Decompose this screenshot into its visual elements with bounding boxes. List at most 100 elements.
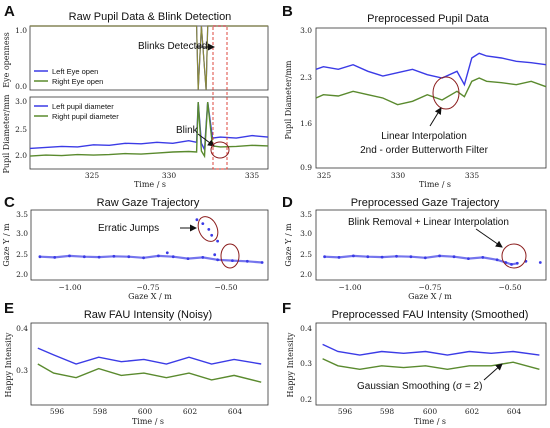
legend-left-pupil-diameter: Left pupil diameter [52,102,114,111]
panel-e-ylabel: Happy Intensity [4,332,13,397]
panel-f-xtick: 596 [338,407,353,416]
panel-a-lower-plot [29,102,269,159]
panel-letter-c: C [4,194,15,211]
blink-jumps-circle [220,243,240,269]
panel-e-xtick: 598 [93,407,108,416]
panel-c-xtick: −0.50 [215,283,238,292]
data-point [165,251,169,255]
panel-c-xtick: −1.00 [59,283,82,292]
panel-b-ytick: 0.9 [300,163,312,172]
series-line-2 [315,77,547,106]
panel-b-xtick: 325 [317,171,332,180]
series-line-2 [37,363,262,383]
panel-b: B Preprocessed Pupil Data 3.0 2.3 1.6 0.… [282,3,547,189]
arrow-blink [197,133,215,147]
panel-c-ytick: 3.5 [16,210,28,219]
panel-a-xtick: 325 [85,171,100,180]
panel-a-title: Raw Pupil Data & Blink Detection [69,11,232,23]
annotation-linear-interpolation: Linear Interpolation [381,131,467,142]
panel-f-ytick: 0.4 [300,324,312,333]
panel-e-xtick: 604 [228,407,243,416]
panel-d-ylabel: Gaze Y / m [284,223,293,267]
panel-e-xtick: 602 [183,407,198,416]
panel-c-ylabel: Gaze Y / m [2,223,11,267]
legend-left-eye-open: Left Eye open [52,67,98,76]
panel-e-xtick: 600 [138,407,153,416]
series-line-2 [322,358,540,371]
panel-a-upper-ytick: 1.0 [15,26,27,35]
panel-c-xlabel: Gaze X / m [128,292,172,301]
blink-removal-circle [501,243,527,269]
annotation-erratic-jumps: Erratic Jumps [98,223,159,234]
data-point [207,228,211,231]
panel-c: C Raw Gaze Trajectory 3.5 3.0 2.5 2.0 Ga… [2,194,269,301]
panel-a-upper-plot [30,25,268,91]
panel-c-plot [38,218,264,264]
panel-d-title: Preprocessed Gaze Trajectory [351,197,500,209]
panel-f-plot [322,343,540,371]
erratic-jumps-circle [197,216,219,242]
panel-letter-d: D [282,194,293,211]
trajectory-line [39,254,263,264]
panel-e-xtick: 596 [50,407,65,416]
annotation-butterworth-filter: 2nd - order Butterworth Filter [360,145,488,156]
panel-c-xtick: −0.75 [137,283,160,292]
panel-f-ytick: 0.3 [300,359,312,368]
panel-b-ytick: 3.0 [300,26,312,35]
panel-f-xtick: 600 [423,407,438,416]
panel-b-title: Preprocessed Pupil Data [367,13,490,25]
panel-f-xtick: 598 [380,407,395,416]
panel-a-xtick: 330 [162,171,177,180]
panel-f-frame [315,322,547,406]
series-line-2 [30,25,268,91]
panel-e-title: Raw FAU Intensity (Noisy) [84,309,212,321]
arrow-gaussian-smoothing [483,363,503,381]
series-line-2 [29,102,269,159]
legend-right-pupil-diameter: Right pupil diameter [52,112,119,121]
panel-d-xtick: −0.50 [499,283,522,292]
panel-a-lower-ytick: 2.5 [15,125,27,134]
panel-d-xlabel: Gaze X / m [408,292,452,301]
data-point [216,239,220,243]
panel-b-ylabel: Pupil Diameter/mm [284,60,293,139]
panel-d-frame [315,209,547,281]
panel-letter-f: F [282,300,291,317]
panel-a-xtick: 335 [245,171,260,180]
panel-d-ytick: 3.0 [300,229,312,238]
arrow-blink-removal [475,228,503,248]
panel-letter-e: E [4,300,14,317]
panel-letter-a: A [4,3,15,20]
interpolation-circle [432,76,460,110]
panel-c-frame [30,209,269,281]
panel-d-xtick: −1.00 [339,283,362,292]
panel-f-ylabel: Happy Intensity [286,332,295,397]
annotation-blinks-detected: Blinks Detected [138,41,207,52]
panel-a-lower-ylabel: Pupil Diameter/mm [2,94,11,173]
panel-f-ytick: 0.2 [300,395,312,404]
panel-a-lower-legend: Left pupil diameter Right pupil diameter [34,102,119,121]
panel-a-upper-ytick: 0.0 [15,82,27,91]
series-line-1 [322,343,540,356]
panel-b-xtick: 335 [465,171,480,180]
blink-circle [210,141,230,159]
panel-c-ytick: 2.5 [16,250,28,259]
panel-e-ytick: 0.3 [16,366,28,375]
panel-c-ytick: 2.0 [16,270,28,279]
data-point [538,261,542,264]
panel-e-ytick: 0.4 [16,324,28,333]
annotation-blink: Blink [176,125,199,136]
panel-b-xtick: 330 [391,171,406,180]
panel-a-lower-frame [29,96,269,170]
panel-d-ytick: 2.5 [300,250,312,259]
annotation-gaussian-smoothing: Gaussian Smoothing (σ = 2) [357,381,482,392]
panel-f-xtick: 602 [465,407,480,416]
panel-f: F Preprocessed FAU Intensity (Smoothed) … [282,300,547,426]
trajectory-line [324,254,518,266]
panel-e-xlabel: Time / s [132,417,164,426]
panel-d-xtick: −0.75 [419,283,442,292]
panel-b-ytick: 2.3 [300,73,312,82]
panel-c-ytick: 3.0 [16,229,28,238]
panel-a: A Raw Pupil Data & Blink Detection 1.0 0… [2,3,269,189]
